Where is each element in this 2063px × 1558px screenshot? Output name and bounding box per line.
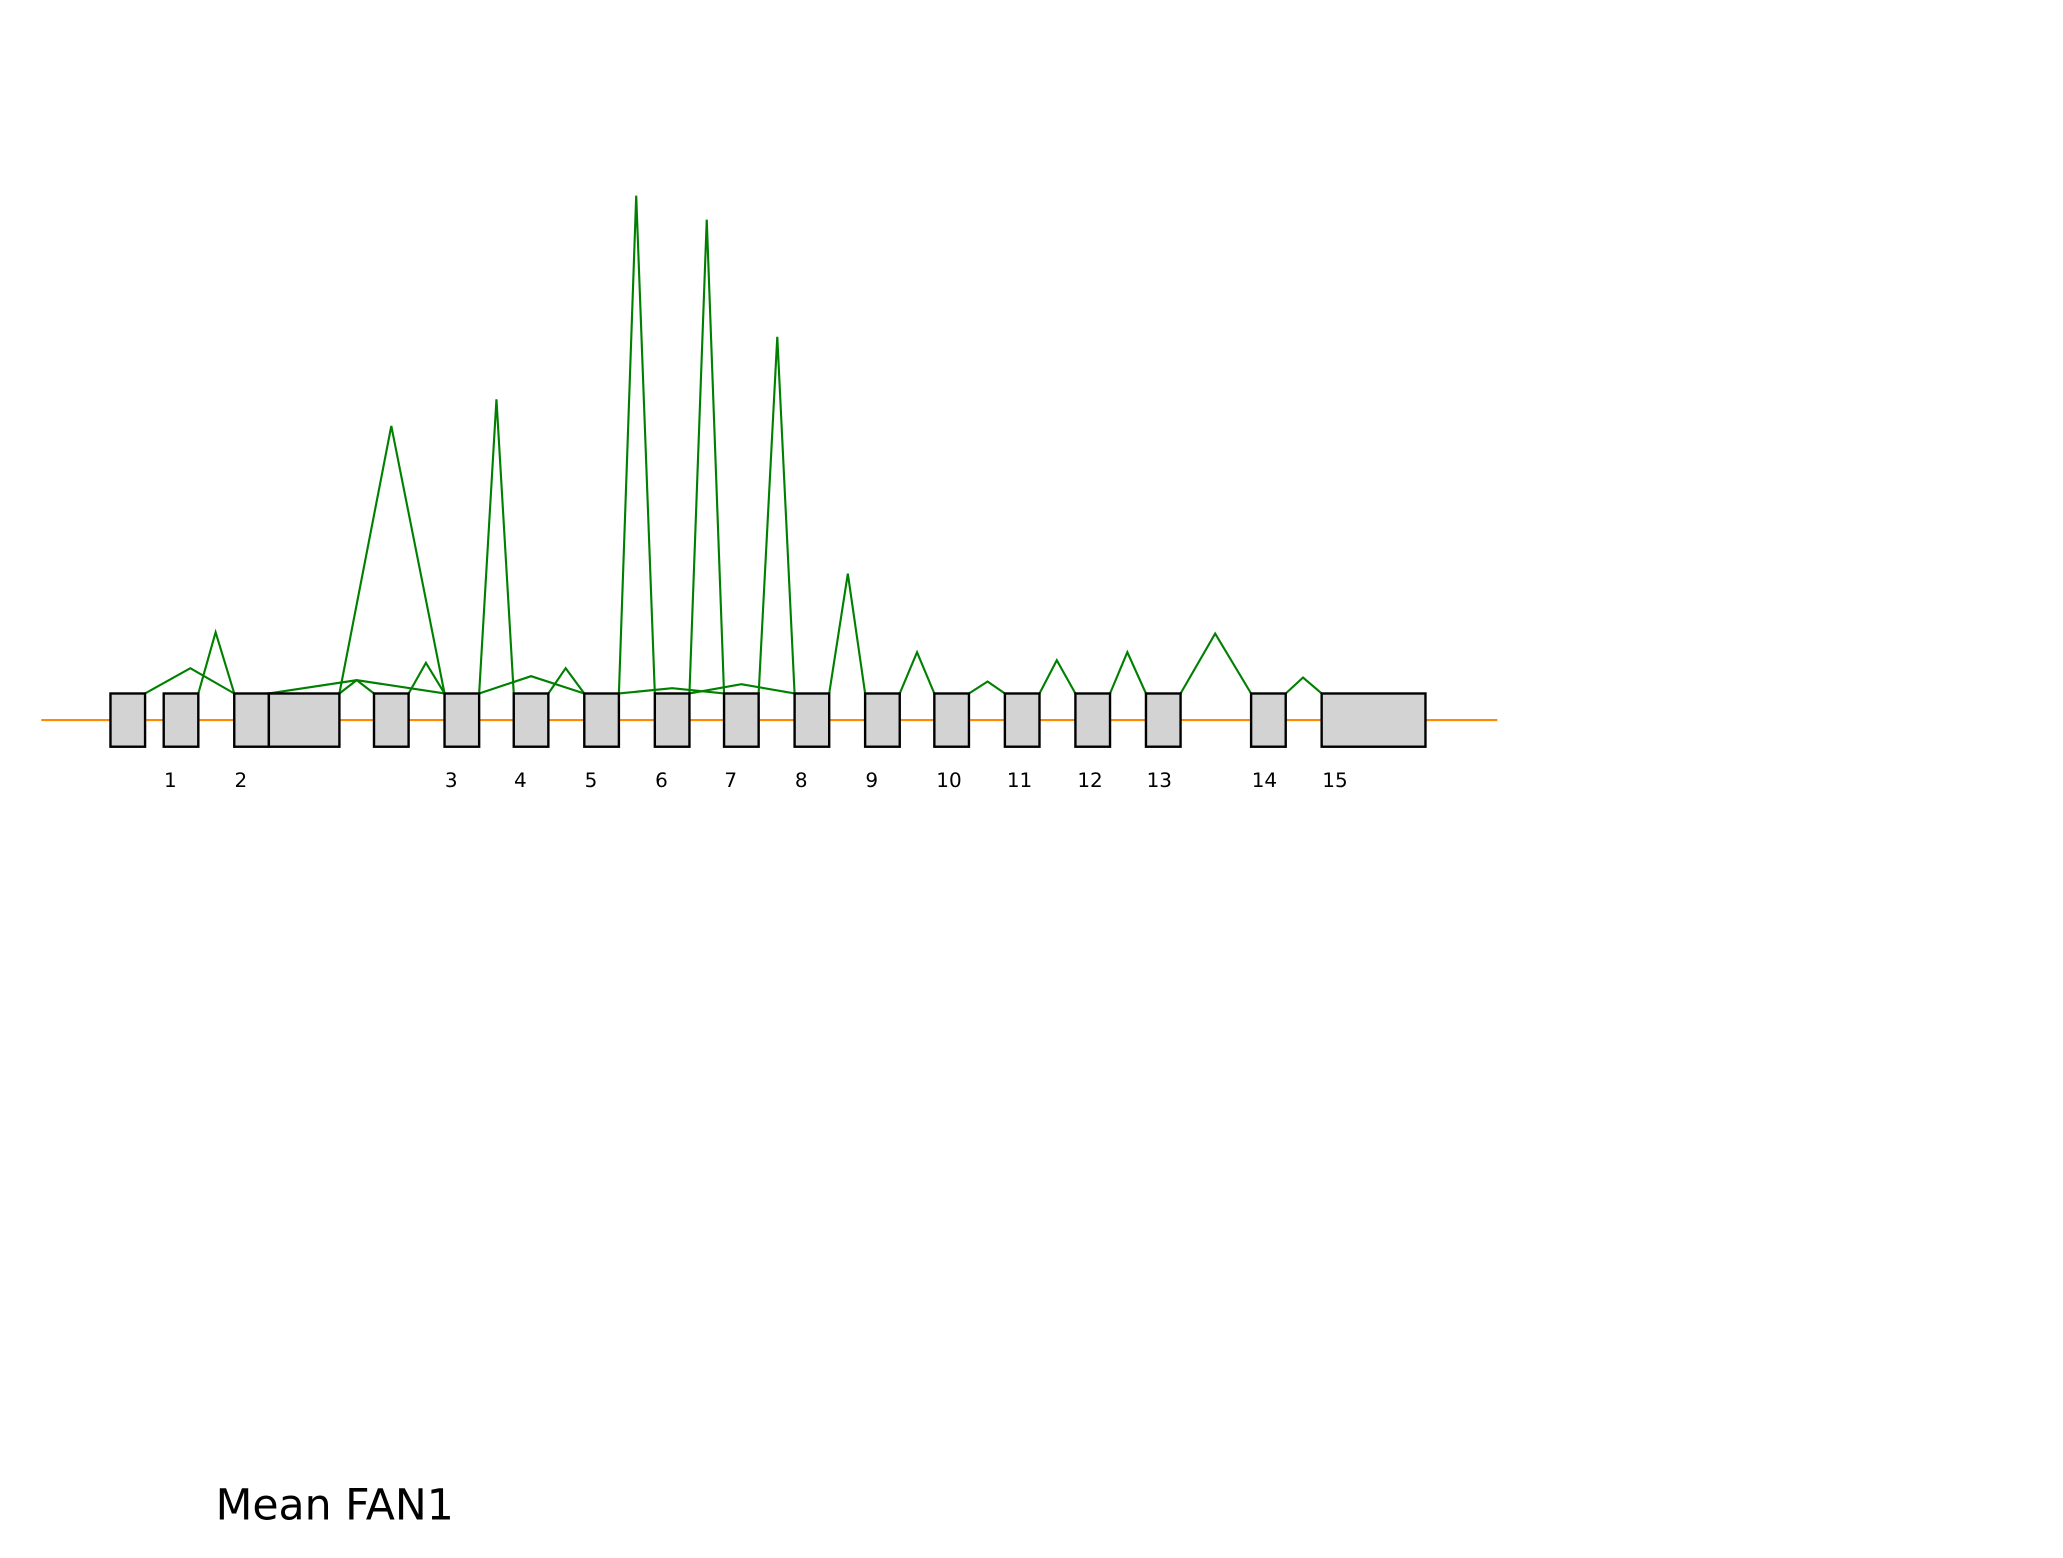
exon (1249, 692, 1287, 748)
exon-label: 2 (235, 768, 248, 792)
exon (443, 692, 481, 748)
exon (372, 692, 410, 748)
exon-label: 5 (585, 768, 598, 792)
exon (109, 692, 147, 748)
junction (1038, 657, 1077, 695)
exon-label: 10 (936, 768, 961, 792)
junction (547, 666, 586, 695)
exon (1074, 692, 1112, 748)
exon (863, 692, 901, 748)
exon-label: 12 (1077, 768, 1102, 792)
exon (1320, 692, 1427, 748)
junction (478, 399, 515, 694)
junction (1109, 649, 1147, 694)
title: Mean FAN1 (216, 1481, 454, 1531)
exon-label: 6 (655, 768, 668, 792)
exon-label: 7 (724, 768, 737, 792)
exon (722, 692, 760, 748)
exon-label: 13 (1147, 768, 1172, 792)
junction (1284, 676, 1323, 695)
exon (1144, 692, 1182, 748)
exon-label: 1 (164, 768, 177, 792)
exon-label: 9 (865, 768, 878, 792)
exon (933, 692, 971, 748)
junction (197, 628, 236, 694)
junction (618, 687, 725, 695)
exon (1003, 692, 1041, 748)
junction (688, 219, 726, 694)
junction (689, 683, 795, 695)
exon-label: 8 (795, 768, 808, 792)
exon (233, 692, 271, 748)
exons (109, 692, 1427, 748)
junction (268, 679, 375, 695)
exon-labels: 1 2 3 4 5 6 7 8 9 10 11 12 13 14 15 (164, 768, 1348, 792)
exon (162, 692, 200, 748)
exon-label: 4 (514, 768, 527, 792)
exon-label: 11 (1007, 768, 1032, 792)
junction (338, 425, 446, 694)
junction (1179, 631, 1253, 695)
exon (793, 692, 831, 748)
junction (144, 666, 235, 695)
junctions (144, 195, 1323, 695)
junction (828, 573, 867, 694)
exon (512, 692, 550, 748)
exon (583, 692, 621, 748)
exon (653, 692, 691, 748)
exon-label: 15 (1322, 768, 1347, 792)
exon-label: 14 (1252, 768, 1277, 792)
junction (898, 649, 936, 694)
junction (757, 336, 796, 694)
exon-label: 3 (445, 768, 458, 792)
junction (478, 675, 585, 695)
junction (338, 679, 445, 695)
exon (267, 692, 341, 748)
junction (617, 195, 656, 694)
junction (407, 660, 446, 695)
junction (968, 680, 1006, 695)
